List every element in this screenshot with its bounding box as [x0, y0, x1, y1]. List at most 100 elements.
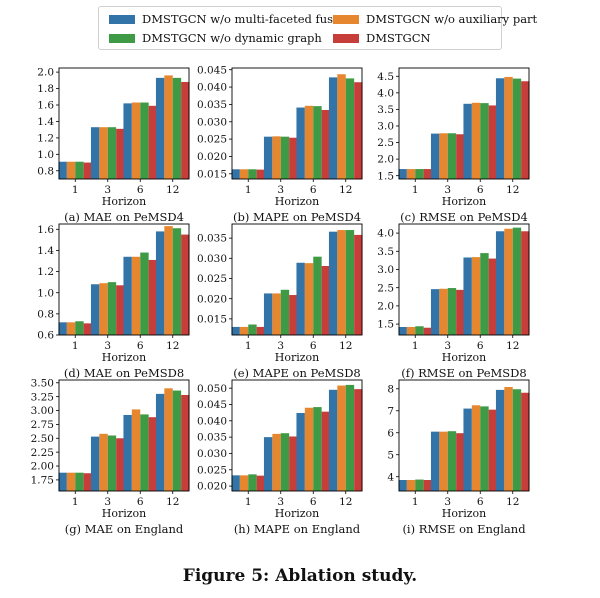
bar-full-h12 [181, 394, 190, 491]
x-tick-label: 6 [137, 496, 144, 508]
bar-full-h6 [488, 258, 498, 335]
bar-full-h3 [456, 433, 465, 491]
bar-wo-auxiliary-h6 [471, 257, 481, 335]
y-tick-label: 1.5 [377, 319, 394, 331]
bar-wo-auxiliary-h1 [239, 326, 249, 335]
x-tick-label: 12 [166, 184, 179, 196]
bar-full-h6 [148, 417, 158, 491]
x-tick-label: 3 [277, 496, 284, 508]
legend-swatch-full [333, 33, 359, 43]
y-tick-label: 0.6 [37, 330, 54, 342]
bar-wo-fusion-h3 [90, 436, 100, 491]
bar-wo-dynamic-h1 [415, 479, 424, 491]
x-tick-label: 1 [245, 340, 252, 352]
bar-wo-auxiliary-h3 [99, 433, 108, 491]
bar-wo-dynamic-h1 [248, 324, 257, 335]
x-tick-label: 3 [444, 496, 451, 508]
bar-full-h12 [521, 231, 530, 335]
y-tick-label: 4.0 [377, 87, 394, 99]
bar-wo-dynamic-h1 [248, 474, 257, 491]
x-tick-label: 1 [412, 496, 419, 508]
bar-wo-fusion-h1 [58, 322, 67, 335]
x-tick-label: 12 [339, 496, 352, 508]
y-tick-label: 2.25 [31, 447, 54, 459]
bar-full-h1 [256, 475, 266, 491]
y-tick-label: 0.035 [197, 233, 227, 245]
bar-wo-fusion-h1 [398, 480, 407, 491]
charts-grid: 1 3 6 12 0.8 1.0 1.2 1.4 1.6 1.8 2.0 Horizon (a) MAE… [31, 64, 530, 536]
bar-full-h1 [423, 480, 433, 491]
bar-full-h6 [321, 411, 331, 491]
y-tick-label: 0.025 [197, 273, 227, 285]
x-tick-label: 1 [412, 340, 419, 352]
chart-panel-6: 1 3 6 12 1.5 2.0 2.5 3.0 3.5 4.0 Horizon (f) RMSE o… [377, 223, 530, 380]
bar-wo-auxiliary-h1 [406, 480, 416, 491]
bar-wo-fusion-h12 [155, 231, 165, 335]
bar-wo-fusion-h6 [123, 414, 132, 491]
y-tick-label: 2.75 [31, 419, 54, 431]
bar-wo-fusion-h6 [296, 107, 305, 179]
x-axis-label: Horizon [102, 195, 147, 208]
bar-wo-dynamic-h6 [140, 414, 149, 491]
y-tick-label: 3.5 [377, 104, 394, 116]
bar-wo-auxiliary-h6 [471, 102, 481, 179]
bar-full-h6 [321, 265, 331, 335]
x-tick-label: 12 [339, 184, 352, 196]
bar-wo-fusion-h12 [155, 77, 165, 179]
chart-panel-4: 1 3 6 12 0.6 0.8 1.0 1.2 1.4 1.6 Horizon (d) MAE on… [37, 223, 190, 380]
bar-wo-fusion-h6 [463, 408, 472, 491]
bar-full-h1 [83, 323, 93, 335]
y-tick-label: 1.5 [377, 170, 394, 182]
subplot-title: (h) MAPE on England [234, 522, 361, 536]
y-tick-label: 3.0 [377, 264, 394, 276]
x-tick-label: 3 [444, 340, 451, 352]
y-tick-label: 1.2 [37, 266, 54, 278]
bar-wo-dynamic-h3 [447, 431, 457, 491]
bar-wo-fusion-h1 [58, 472, 67, 491]
y-tick-label: 4.0 [377, 228, 394, 240]
x-tick-label: 1 [245, 184, 252, 196]
y-tick-label: 1.4 [37, 245, 54, 257]
bar-wo-auxiliary-h6 [304, 105, 314, 179]
bar-wo-fusion-h3 [90, 127, 100, 179]
bar-wo-dynamic-h12 [345, 384, 355, 491]
plot-frame [398, 67, 530, 180]
legend-item-wo-dynamic: DMSTGCN w/o dynamic graph [109, 31, 322, 45]
y-tick-label: 3.50 [31, 377, 54, 389]
subplot-title: (c) RMSE on PeMSD4 [400, 210, 528, 224]
y-tick-label: 1.4 [37, 116, 54, 128]
bar-full-h12 [181, 81, 190, 179]
bar-wo-fusion-h12 [495, 78, 505, 179]
bar-wo-dynamic-h6 [140, 102, 149, 179]
bar-wo-fusion-h1 [398, 326, 407, 335]
bar-wo-auxiliary-h12 [504, 76, 513, 179]
bar-wo-dynamic-h12 [512, 227, 522, 335]
bar-wo-auxiliary-h12 [337, 230, 346, 335]
y-tick-label: 0.8 [37, 308, 54, 320]
x-tick-label: 12 [506, 496, 519, 508]
bar-wo-auxiliary-h1 [239, 169, 249, 179]
bar-full-h3 [116, 128, 125, 179]
bar-wo-auxiliary-h3 [439, 431, 448, 491]
x-tick-label: 1 [412, 184, 419, 196]
x-tick-label: 3 [104, 496, 111, 508]
bar-full-h6 [488, 409, 498, 491]
bar-wo-auxiliary-h12 [337, 385, 346, 491]
bar-full-h6 [488, 105, 498, 179]
bar-wo-auxiliary-h6 [304, 407, 314, 491]
legend: DMSTGCN w/o multi-faceted fusion DMSTGCN… [98, 6, 537, 50]
bar-wo-fusion-h12 [328, 231, 338, 335]
subplot-title: (d) MAE on PeMSD8 [64, 366, 184, 380]
plot-frame [398, 223, 530, 336]
bar-full-h3 [289, 436, 298, 491]
y-tick-label: 4.5 [377, 71, 394, 83]
bar-wo-dynamic-h6 [480, 103, 489, 179]
y-tick-label: 2.50 [31, 433, 54, 445]
bar-wo-dynamic-h1 [415, 169, 424, 179]
bar-wo-fusion-h1 [398, 169, 407, 179]
chart-panel-9: 1 3 6 12 4 5 6 7 8 Horizon (i) RMSE on England [387, 379, 530, 536]
bar-wo-dynamic-h3 [447, 133, 457, 179]
bar-wo-auxiliary-h12 [504, 387, 513, 491]
bar-wo-dynamic-h1 [248, 169, 257, 179]
x-tick-label: 12 [506, 340, 519, 352]
